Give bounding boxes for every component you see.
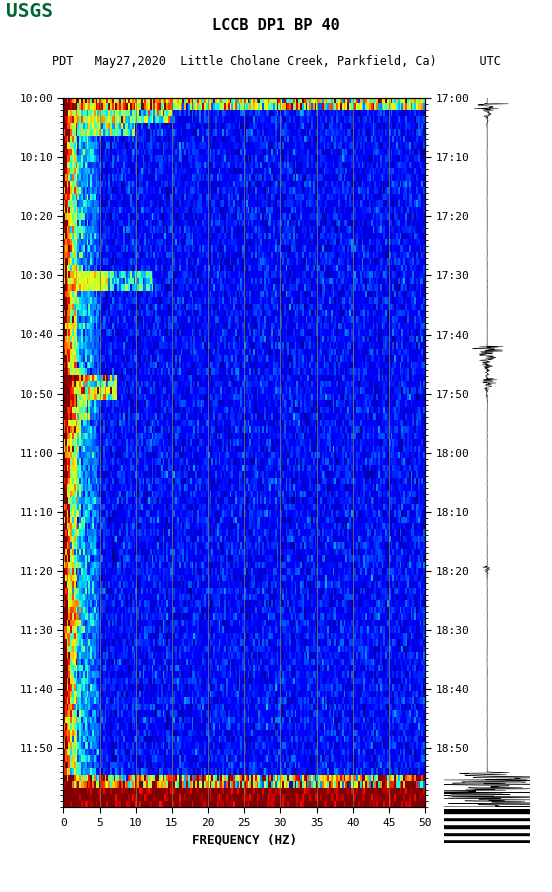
- Bar: [444, 816, 530, 821]
- Bar: [444, 824, 530, 828]
- X-axis label: FREQUENCY (HZ): FREQUENCY (HZ): [192, 833, 297, 847]
- Text: LCCB DP1 BP 40: LCCB DP1 BP 40: [212, 18, 340, 33]
- Bar: [444, 809, 530, 813]
- Bar: [444, 836, 530, 839]
- Bar: [444, 828, 530, 831]
- Bar: [444, 821, 530, 824]
- Bar: [444, 839, 530, 843]
- Bar: [444, 813, 530, 816]
- Bar: [444, 831, 530, 836]
- Text: USGS: USGS: [6, 2, 52, 21]
- Text: PDT   May27,2020  Little Cholane Creek, Parkfield, Ca)      UTC: PDT May27,2020 Little Cholane Creek, Par…: [51, 55, 501, 69]
